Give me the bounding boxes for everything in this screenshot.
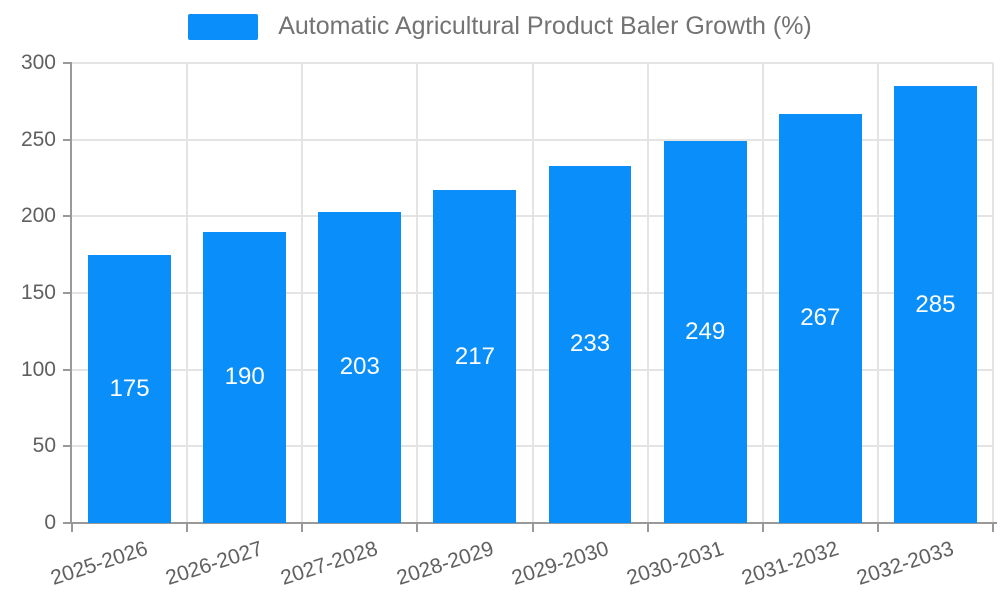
- y-tick-label: 150: [20, 281, 56, 304]
- y-axis-tick: [63, 62, 72, 64]
- x-axis-tick: [992, 523, 994, 532]
- x-tick-label: 2029-2030: [508, 537, 612, 590]
- x-axis-tick: [761, 523, 764, 532]
- y-tick-label: 250: [20, 127, 56, 151]
- x-gridline: [301, 63, 304, 523]
- bar-2027-2028[interactable]: [318, 211, 402, 523]
- legend-swatch: [188, 13, 259, 40]
- bar-value-label: 175: [109, 374, 150, 402]
- y-tick-label: 0: [44, 511, 56, 534]
- x-gridline: [186, 63, 189, 523]
- x-axis-tick: [186, 523, 189, 532]
- bar-value-label: 267: [800, 304, 841, 332]
- x-axis-tick: [71, 523, 73, 532]
- x-axis-tick: [416, 523, 419, 532]
- x-gridline: [416, 63, 419, 523]
- x-axis-tick: [646, 523, 649, 532]
- x-tick-label: 2032-2033: [853, 537, 957, 590]
- x-gridline: [646, 63, 649, 523]
- y-axis-tick: [63, 138, 72, 141]
- y-axis-tick: [63, 445, 72, 448]
- x-gridline: [531, 63, 534, 523]
- bar-2032-2033[interactable]: [893, 86, 977, 523]
- y-tick-label: 100: [20, 357, 56, 381]
- x-axis-line: [70, 522, 997, 524]
- x-tick-label: 2031-2032: [738, 537, 842, 590]
- bar-value-label: 285: [915, 290, 956, 318]
- y-axis-tick: [63, 292, 72, 294]
- bar-value-label: 190: [224, 363, 265, 391]
- x-axis-tick: [531, 523, 534, 532]
- y-tick-label: 50: [32, 434, 56, 458]
- bar-2030-2031[interactable]: [663, 141, 747, 523]
- x-gridline: [761, 63, 764, 523]
- legend[interactable]: Automatic Agricultural Product Baler Gro…: [0, 12, 1000, 41]
- x-axis-tick: [876, 523, 879, 532]
- x-tick-label: 2028-2029: [393, 537, 497, 590]
- bar-value-label: 203: [339, 353, 380, 381]
- x-tick-label: 2026-2027: [163, 537, 266, 590]
- x-axis-tick: [301, 523, 304, 532]
- x-gridline: [876, 63, 879, 523]
- bar-value-label: 249: [685, 318, 726, 346]
- y-axis-tick: [63, 215, 72, 218]
- bar-2025-2026[interactable]: [88, 254, 171, 523]
- y-tick-label: 200: [20, 204, 56, 228]
- bar-value-label: 233: [570, 330, 611, 358]
- y-axis-tick: [63, 522, 72, 524]
- bar-value-label: 217: [454, 342, 495, 370]
- x-tick-label: 2025-2026: [48, 537, 151, 590]
- x-tick-label: 2030-2031: [623, 537, 727, 590]
- y-tick-label: 300: [20, 51, 56, 74]
- bar-2028-2029[interactable]: [433, 190, 517, 523]
- bar-2029-2030[interactable]: [548, 165, 632, 523]
- bar-2026-2027[interactable]: [203, 231, 287, 523]
- x-gridline: [992, 63, 994, 523]
- legend-label: Automatic Agricultural Product Baler Gro…: [278, 12, 812, 40]
- x-tick-label: 2027-2028: [278, 537, 381, 590]
- y-axis-tick: [63, 368, 72, 371]
- bar-2031-2032[interactable]: [778, 113, 862, 523]
- y-axis-line: [70, 63, 72, 523]
